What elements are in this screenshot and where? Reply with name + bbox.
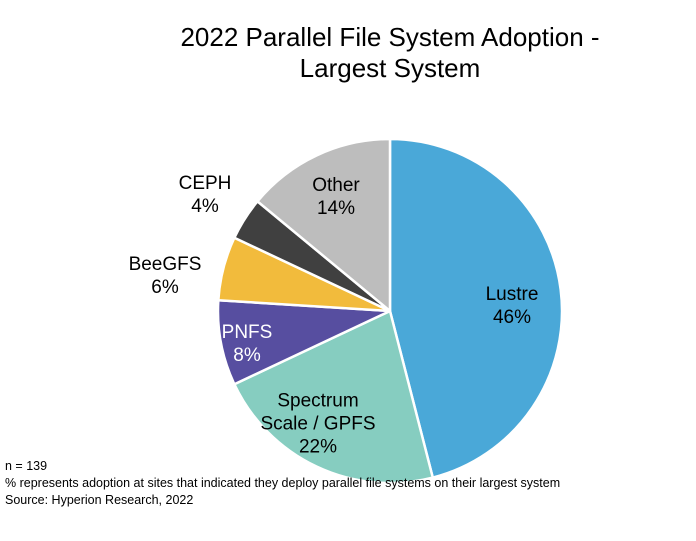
footnote: % represents adoption at sites that indi… [5,476,561,490]
category-label: Lustre [485,284,539,305]
slice-label: BeeGFS 6% [103,253,228,299]
category-label: PNFS [221,322,273,343]
value-label: 8% [233,345,261,366]
category-label: CEPH [178,173,232,194]
slice-label: CEPH 4% [143,172,268,218]
category-label: Spectrum Scale / GPFS [260,390,376,435]
footnote: Source: Hyperion Research, 2022 [5,493,194,507]
value-label: 46% [492,307,532,328]
slice-label: Other 14% [274,174,399,220]
category-label: Other [312,175,360,196]
slice-label: Lustre 46% [450,283,575,329]
pie-slice [388,137,564,480]
pie-slice [232,309,435,485]
value-label: 14% [316,198,356,219]
slice-label: PNFS 8% [185,321,310,367]
category-label: BeeGFS [128,254,202,275]
value-label: 6% [151,277,179,298]
pie-slice [255,137,392,314]
value-label: 4% [191,196,219,217]
notes: n = 139 % represents adoption at sites th… [5,458,560,509]
chart-title: 2022 Parallel File System Adoption - Lar… [180,22,600,83]
footnote: n = 139 [5,459,48,473]
slice-label: Spectrum Scale / GPFS 22% [256,390,381,459]
value-label: 22% [298,436,338,458]
